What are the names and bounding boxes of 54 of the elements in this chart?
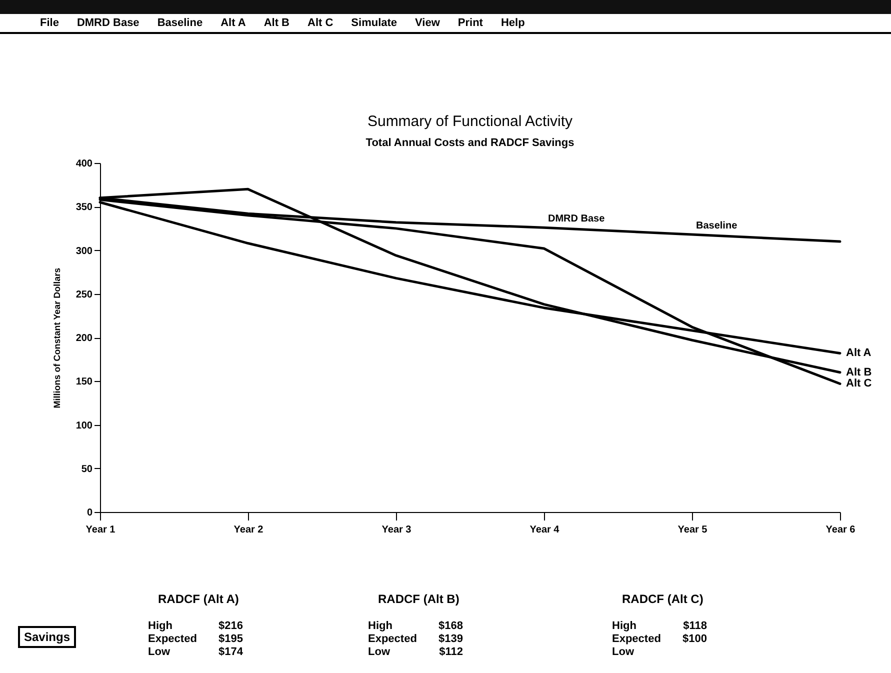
text: DMRD Base bbox=[76, 17, 140, 29]
text: $195 bbox=[218, 633, 243, 646]
x-tick-label: Year 2 bbox=[234, 524, 264, 536]
text: Simulate bbox=[351, 17, 398, 29]
text: Low bbox=[612, 646, 634, 659]
text: RADCF (Alt B) bbox=[378, 592, 460, 606]
series-label: Alt A bbox=[846, 347, 872, 360]
y-tick-label: 150 bbox=[76, 376, 93, 388]
series-label: Alt B bbox=[846, 366, 872, 378]
text: $174 bbox=[218, 646, 243, 659]
text: Alt A bbox=[220, 17, 246, 29]
y-tick-label: 0 bbox=[86, 508, 93, 518]
text: $112 bbox=[439, 646, 463, 659]
y-axis-title: Millions of Constant Year Dollars bbox=[52, 268, 62, 408]
text: Expected bbox=[148, 633, 197, 646]
chart-subtitle: Total Annual Costs and RADCF Savings bbox=[366, 137, 574, 149]
text: $100 bbox=[682, 633, 707, 646]
text: $139 bbox=[438, 633, 463, 646]
text: Alt B bbox=[264, 17, 290, 29]
text: RADCF (Alt A) bbox=[158, 592, 240, 606]
text: $216 bbox=[218, 620, 243, 633]
text: Low bbox=[368, 646, 390, 659]
text: High bbox=[368, 620, 392, 633]
text: High bbox=[148, 620, 172, 633]
text: File bbox=[40, 17, 59, 29]
text: RADCF (Alt C) bbox=[622, 592, 704, 606]
text: Low bbox=[148, 646, 170, 659]
text: Expected bbox=[612, 633, 661, 646]
text: View bbox=[415, 17, 440, 29]
text: High bbox=[612, 620, 636, 633]
series-label: Alt C bbox=[846, 378, 872, 390]
text: $168 bbox=[438, 620, 463, 633]
annotation: Baseline bbox=[696, 220, 738, 232]
x-tick-label: Year 5 bbox=[678, 524, 708, 536]
x-tick-label: Year 3 bbox=[382, 524, 412, 536]
y-tick-label: 400 bbox=[76, 158, 93, 170]
y-tick-label: 300 bbox=[76, 246, 93, 257]
text: Alt C bbox=[308, 17, 334, 29]
text: Help bbox=[500, 17, 525, 29]
y-tick-label: 200 bbox=[76, 333, 93, 344]
annotation: DMRD Base bbox=[548, 214, 606, 225]
y-tick-label: 350 bbox=[76, 202, 93, 214]
y-tick-label: 50 bbox=[81, 464, 93, 475]
x-tick-label: Year 4 bbox=[530, 524, 560, 536]
x-tick-label: Year 1 bbox=[86, 524, 116, 536]
y-tick-label: 250 bbox=[76, 289, 93, 300]
y-tick-label: 100 bbox=[76, 420, 93, 432]
chart-title: Summary of Functional Activity bbox=[367, 113, 574, 130]
text: Expected bbox=[368, 633, 417, 646]
text: Savings bbox=[18, 626, 76, 648]
text: Print bbox=[458, 17, 483, 29]
text: Baseline bbox=[157, 17, 203, 29]
text: $118 bbox=[683, 620, 707, 633]
x-tick-label: Year 6 bbox=[826, 524, 856, 536]
